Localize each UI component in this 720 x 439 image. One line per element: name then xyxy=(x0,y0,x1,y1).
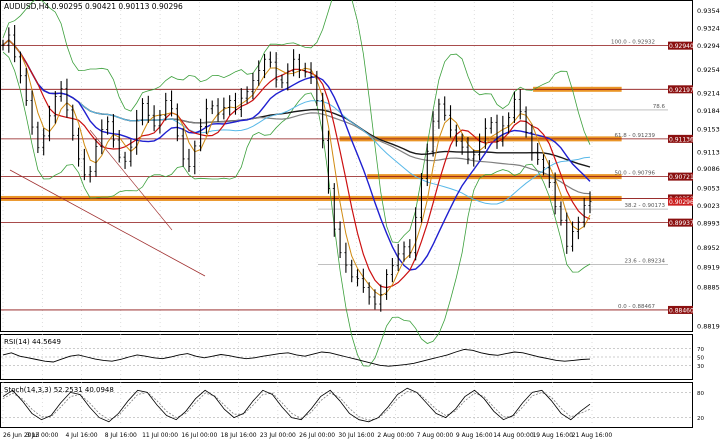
fib-level-label: 0.0 - 0.88467 xyxy=(618,304,655,310)
rsi-line xyxy=(2,348,591,367)
fib-level-label: 61.8 - 0.91239 xyxy=(615,133,656,139)
level-price-tag xyxy=(668,134,693,143)
current-price-tag xyxy=(668,197,693,206)
stoch-main-line xyxy=(2,387,591,423)
fib-level-label: 100.0 - 0.92932 xyxy=(611,40,655,46)
x-tick-label: 2 Aug 00:00 xyxy=(377,432,414,439)
fib-level-label: 50.0 - 0.90796 xyxy=(615,171,656,177)
level-price-label: 0.92197 xyxy=(669,87,694,94)
level-price-tag xyxy=(668,218,693,227)
level-price-label: 0.92940 xyxy=(669,43,694,50)
y-tick-label: 0.92940 xyxy=(697,42,720,50)
x-tick-label: 9 Aug 16:00 xyxy=(456,432,493,439)
fib-level-label: 78.6 xyxy=(653,104,666,110)
fib-level-label: 38.2 - 0.90173 xyxy=(625,203,666,209)
level-price-label: 0.91136 xyxy=(669,136,694,143)
bollinger-lower xyxy=(2,51,591,367)
level-price-label: 0.89937 xyxy=(669,220,694,227)
x-tick-label: 7 Aug 00:00 xyxy=(417,432,454,439)
rsi-level-label: 70 xyxy=(697,347,704,353)
x-tick-label: 26 Jun 2013 xyxy=(3,432,39,439)
y-tick-label: 0.91136 xyxy=(697,149,720,157)
symbol-header: AUDUSD,H4 0.90295 0.90421 0.90113 0.9029… xyxy=(4,2,183,11)
x-tick-label: 14 Aug 00:00 xyxy=(493,432,534,439)
x-tick-label: 30 Jul 16:00 xyxy=(338,432,374,439)
x-tick-label: 4 Jul 16:00 xyxy=(65,432,97,439)
ma-8 xyxy=(2,39,591,289)
x-tick-label: 23 Jul 00:00 xyxy=(260,432,296,439)
x-tick-label: 16 Jul 00:00 xyxy=(181,432,217,439)
bollinger-upper xyxy=(2,0,591,243)
ma-5 xyxy=(2,39,591,297)
ma-21 xyxy=(2,39,591,271)
x-tick-label: 18 Jul 16:00 xyxy=(221,432,257,439)
trend-line xyxy=(9,169,206,277)
level-price-tag xyxy=(668,305,693,314)
stoch-signal-line xyxy=(2,391,591,421)
x-tick-label: 21 Aug 16:00 xyxy=(572,432,613,439)
stoch-level-label: 80 xyxy=(697,391,704,397)
stoch-header: Stoch(14,3,3) 52.2531 40.0948 xyxy=(4,386,114,394)
fib-level-label: 23.6 - 0.89234 xyxy=(625,259,666,265)
level-price-label: 0.88460 xyxy=(669,307,694,314)
stoch-level-label: 20 xyxy=(697,416,704,422)
rsi-level-label: 50 xyxy=(697,356,704,362)
x-tick-label: 3 Jul 00:00 xyxy=(26,432,58,439)
rsi-level-label: 30 xyxy=(697,364,704,370)
x-tick-label: 19 Aug 16:00 xyxy=(532,432,573,439)
x-tick-label: 26 Jul 00:00 xyxy=(299,432,335,439)
rsi-header: RSI(14) 44.5649 xyxy=(4,338,61,346)
y-tick-label: 0.88190 xyxy=(697,322,720,330)
ma-55 xyxy=(2,39,591,205)
level-price-tag xyxy=(668,85,693,94)
level-price-tag xyxy=(668,41,693,50)
level-price-tag xyxy=(668,172,693,181)
x-tick-label: 8 Jul 16:00 xyxy=(105,432,137,439)
level-price-label: 0.90721 xyxy=(669,174,694,181)
price-panel-frame xyxy=(0,0,693,332)
current-price-label: 0.90296 xyxy=(669,199,694,206)
x-tick-label: 11 Jul 00:00 xyxy=(142,432,178,439)
